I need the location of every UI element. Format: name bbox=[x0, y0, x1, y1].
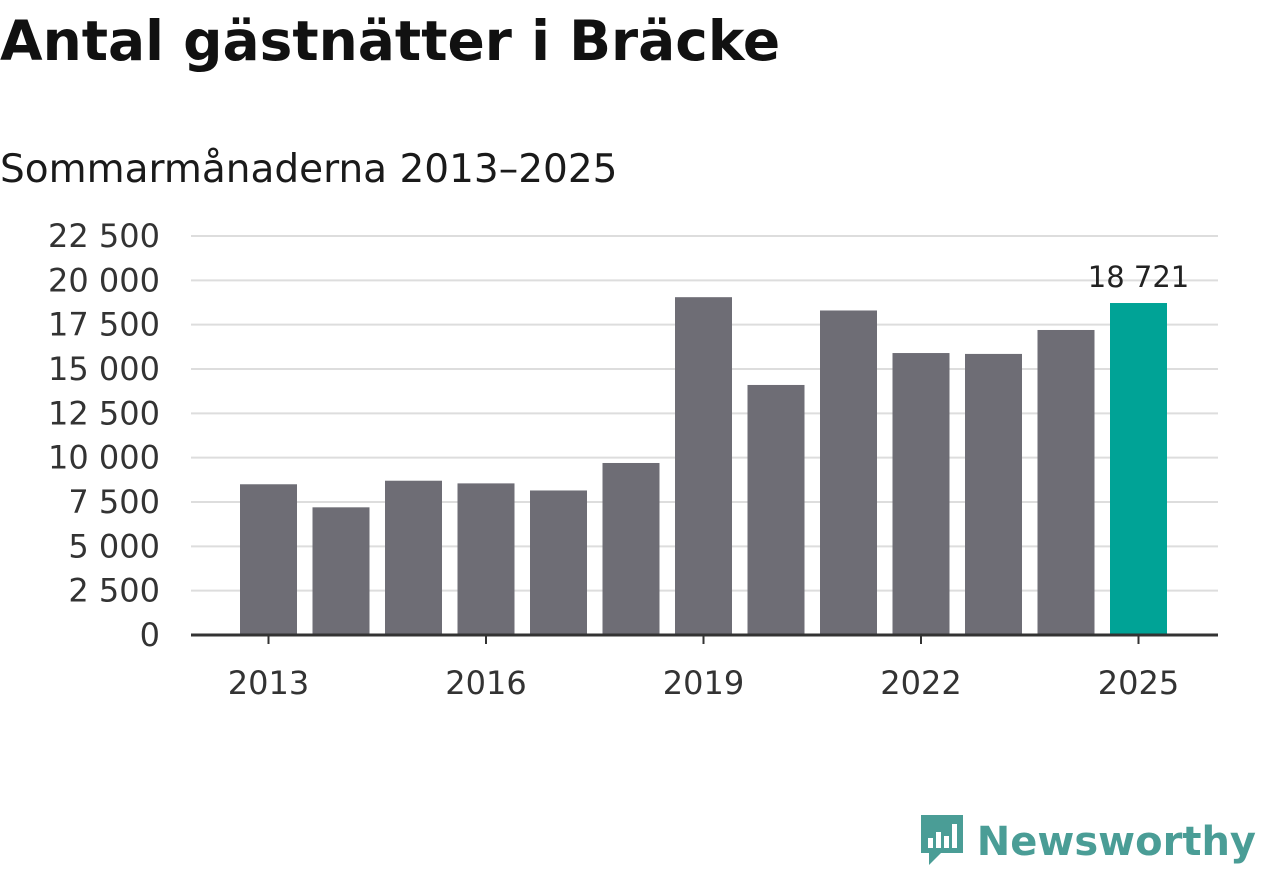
y-tick-label: 22 500 bbox=[48, 217, 160, 255]
y-tick-label: 17 500 bbox=[48, 306, 160, 344]
newsworthy-logo: Newsworthy bbox=[917, 811, 1256, 873]
x-tick-label: 2019 bbox=[663, 664, 744, 702]
bar-2024 bbox=[1037, 329, 1095, 635]
bar-2023 bbox=[965, 353, 1022, 635]
y-tick-label: 20 000 bbox=[48, 261, 160, 299]
bar-2017 bbox=[530, 490, 587, 635]
y-tick-label: 10 000 bbox=[48, 439, 160, 477]
x-axis-ticks: 2013 2016 2019 2022 2025 bbox=[228, 635, 1179, 702]
annotations: 18 721 bbox=[1088, 260, 1189, 294]
x-tick-label: 2025 bbox=[1098, 664, 1179, 702]
y-tick-label: 0 bbox=[140, 616, 160, 654]
y-tick-label: 15 000 bbox=[48, 350, 160, 388]
bar-2019 bbox=[675, 297, 732, 635]
bar-2021 bbox=[820, 310, 877, 635]
y-tick-label: 12 500 bbox=[48, 394, 160, 432]
x-tick-label: 2022 bbox=[880, 664, 961, 702]
y-tick-label: 5 000 bbox=[68, 527, 160, 565]
bars bbox=[240, 297, 1167, 635]
bar-2018 bbox=[602, 462, 660, 635]
bar-2013 bbox=[240, 484, 297, 635]
chart-title: Antal gästnätter i Bräcke bbox=[0, 9, 781, 73]
bar-2022 bbox=[892, 353, 950, 635]
y-tick-label: 2 500 bbox=[68, 572, 160, 610]
bar-2014 bbox=[312, 507, 370, 635]
logo-text: Newsworthy bbox=[976, 819, 1256, 865]
x-tick-label: 2016 bbox=[445, 664, 526, 702]
data-label: 18 721 bbox=[1088, 260, 1189, 294]
y-tick-label: 7 500 bbox=[68, 483, 160, 521]
bar-2025 bbox=[1110, 303, 1167, 635]
bar-chart-speech-bubble-icon bbox=[917, 811, 967, 873]
bar-2015 bbox=[385, 480, 442, 635]
x-tick-label: 2013 bbox=[228, 664, 309, 702]
bar-2020 bbox=[747, 384, 805, 635]
bar-chart: 0 2 500 5 000 7 500 10 000 12 500 15 000 17 500… bbox=[48, 217, 1218, 702]
chart-subtitle: Sommarmånaderna 2013–2025 bbox=[0, 147, 618, 192]
y-axis-ticks: 0 2 500 5 000 7 500 10 000 12 500 15 000 17 500… bbox=[48, 217, 160, 654]
bar-2016 bbox=[457, 483, 515, 635]
